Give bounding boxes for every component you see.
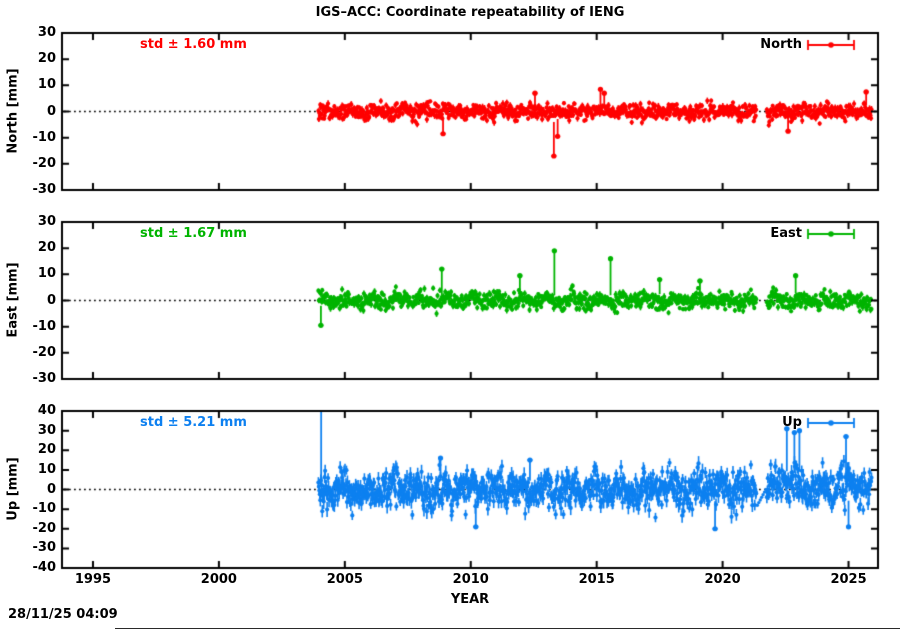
legend-label-up: Up <box>782 415 802 430</box>
y-tick-label: -20 <box>32 344 57 360</box>
y-tick-label: 0 <box>46 292 56 308</box>
x-tick-label: 2025 <box>830 572 867 587</box>
y-tick-label: 0 <box>46 481 56 497</box>
y-tick-label: 20 <box>37 442 56 458</box>
y-tick-label: 20 <box>37 240 56 256</box>
y-tick-label: -20 <box>32 155 57 171</box>
y-tick-label: 0 <box>46 103 56 119</box>
x-tick-label: 2020 <box>704 572 741 587</box>
chart-title: IGS–ACC: Coordinate repeatability of IEN… <box>315 5 625 20</box>
y-tick-label: -30 <box>32 182 57 197</box>
x-tick-label: 2000 <box>200 572 237 587</box>
y-tick-label: 20 <box>37 51 56 67</box>
std-annotation-up: std ± 5.21 mm <box>140 415 247 430</box>
y-tick-label: 30 <box>37 25 56 40</box>
y-tick-label: -10 <box>32 501 57 517</box>
x-tick-label: 2010 <box>452 572 489 587</box>
y-tick-label: -20 <box>32 520 57 536</box>
y-tick-label: 40 <box>37 403 56 418</box>
y-tick-label: 10 <box>37 461 56 477</box>
y-tick-label: 30 <box>37 422 56 438</box>
std-annotation-north: std ± 1.60 mm <box>140 37 247 52</box>
y-tick-label: -30 <box>32 371 57 386</box>
y-tick-label: -10 <box>32 318 57 334</box>
y-tick-label: -10 <box>32 129 57 145</box>
y-tick-label: -30 <box>32 540 57 556</box>
std-annotation-east: std ± 1.67 mm <box>140 226 247 241</box>
y-tick-label: -40 <box>32 560 57 575</box>
legend-label-north: North <box>760 37 802 52</box>
y-tick-label: 10 <box>37 266 56 282</box>
plot-timestamp: 28/11/25 04:09 <box>8 607 118 622</box>
x-tick-label: 2005 <box>326 572 363 587</box>
y-tick-label: 10 <box>37 77 56 93</box>
y-tick-label: 30 <box>37 214 56 229</box>
x-tick-label: 1995 <box>74 572 112 587</box>
legend-label-east: East <box>770 226 802 241</box>
window-bottom-edge <box>115 628 900 629</box>
x-tick-label: 2015 <box>578 572 615 587</box>
x-axis-title: YEAR <box>450 592 490 607</box>
